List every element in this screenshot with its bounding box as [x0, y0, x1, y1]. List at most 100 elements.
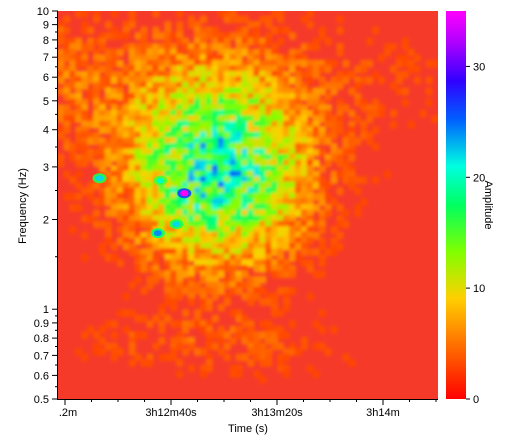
heatmap-cell	[188, 342, 196, 351]
heatmap-cell	[378, 54, 386, 62]
y-tick-label: 0.7	[34, 350, 49, 362]
heatmap-cell	[425, 98, 433, 107]
heatmap-cell	[312, 148, 320, 157]
heatmap-cell	[366, 137, 374, 146]
heatmap-cell	[235, 287, 243, 295]
heatmap-cell	[300, 70, 308, 79]
heatmap-cell	[306, 237, 314, 245]
heatmap-cell	[99, 165, 107, 173]
heatmap-cell	[134, 353, 142, 362]
x-axis-title: Time (s)	[228, 423, 268, 435]
heatmap-cell	[81, 59, 89, 68]
heatmap-cell	[211, 314, 219, 323]
heatmap-cell	[99, 126, 107, 135]
heatmap-cell	[300, 15, 308, 24]
heatmap-cell	[372, 109, 380, 118]
heatmap-cell	[205, 32, 213, 40]
heatmap-cell	[259, 331, 267, 340]
heatmap-cell	[318, 148, 326, 157]
heatmap-cell	[283, 303, 291, 312]
heatmap-cell	[425, 59, 433, 68]
heatmap-cell	[366, 37, 374, 46]
heatmap-cell	[306, 364, 314, 373]
heatmap-cell	[176, 292, 184, 301]
heatmap-cell	[217, 270, 225, 279]
heatmap-cell	[318, 325, 326, 334]
heatmap-cell	[110, 32, 118, 40]
heatmap-cell	[312, 137, 320, 146]
heatmap-cell	[330, 154, 338, 162]
heatmap-cell	[265, 336, 273, 345]
heatmap-cell	[110, 331, 118, 340]
heatmap-cell	[81, 215, 89, 223]
y-tick-label: 10	[37, 6, 49, 18]
heatmap-cell	[312, 181, 320, 190]
heatmap-cell	[360, 131, 368, 140]
heatmap-cell	[99, 65, 107, 74]
heatmap-cell	[110, 11, 118, 18]
heatmap-cell	[330, 325, 338, 334]
heatmap-cell	[241, 15, 249, 24]
heatmap-cell	[176, 342, 184, 351]
heatmap-cell	[324, 192, 332, 201]
heatmap-cell	[199, 15, 207, 24]
heatmap-cell	[75, 170, 83, 179]
heatmap-cell	[300, 59, 308, 68]
heatmap-cell	[58, 159, 65, 168]
heatmap-cell	[253, 37, 261, 46]
heatmap-cell	[87, 154, 95, 162]
heatmap-cell	[58, 115, 65, 123]
heatmap-cell	[277, 15, 285, 24]
heatmap-cell	[134, 220, 142, 229]
heatmap-peak-core	[180, 190, 189, 197]
heatmap-cell	[99, 43, 107, 51]
y-tick-label: 0.6	[34, 370, 49, 382]
heatmap-cell	[425, 87, 433, 96]
heatmap-cell	[211, 43, 219, 51]
heatmap-cell	[122, 32, 130, 40]
heatmap-cell	[229, 370, 237, 378]
heatmap-cell	[158, 270, 166, 279]
heatmap-cell	[342, 148, 350, 157]
heatmap-cell	[336, 231, 344, 240]
heatmap-cell	[277, 270, 285, 279]
heatmap-cell	[330, 87, 338, 96]
heatmap-cell	[384, 48, 392, 57]
heatmap-cell	[199, 370, 207, 378]
heatmap-cell	[318, 137, 326, 146]
heatmap-cell	[360, 76, 368, 85]
heatmap-cell	[318, 259, 326, 268]
heatmap-cell	[395, 76, 403, 85]
heatmap-cell	[306, 98, 314, 107]
heatmap-cell	[241, 336, 249, 345]
heatmap-cell	[413, 54, 421, 62]
heatmap-cell	[342, 353, 350, 362]
heatmap-cell	[318, 270, 326, 279]
heatmap-cell	[318, 32, 326, 40]
heatmap-cell	[372, 176, 380, 184]
heatmap-cell	[306, 21, 314, 29]
heatmap-cell	[277, 331, 285, 340]
heatmap-cell	[63, 93, 71, 101]
heatmap-cell	[259, 287, 267, 295]
heatmap-cell	[283, 59, 291, 68]
heatmap-cell	[235, 370, 243, 378]
heatmap-cell	[93, 181, 101, 190]
heatmap-cell	[81, 187, 89, 196]
heatmap-cell	[336, 187, 344, 196]
heatmap-cell	[75, 115, 83, 123]
heatmap-cell	[330, 248, 338, 256]
heatmap-cell	[336, 220, 344, 229]
heatmap-cell	[407, 120, 415, 129]
heatmap-cell	[69, 98, 77, 107]
heatmap-cell	[389, 65, 397, 74]
heatmap-cell	[128, 281, 136, 290]
heatmap-cell	[300, 93, 308, 101]
heatmap-cell	[342, 104, 350, 112]
heatmap-cell	[324, 248, 332, 256]
heatmap-cell	[229, 325, 237, 334]
heatmap-cell	[104, 320, 112, 329]
heatmap-cell	[146, 359, 154, 367]
heatmap-cell	[247, 259, 255, 268]
heatmap-cell	[229, 15, 237, 24]
